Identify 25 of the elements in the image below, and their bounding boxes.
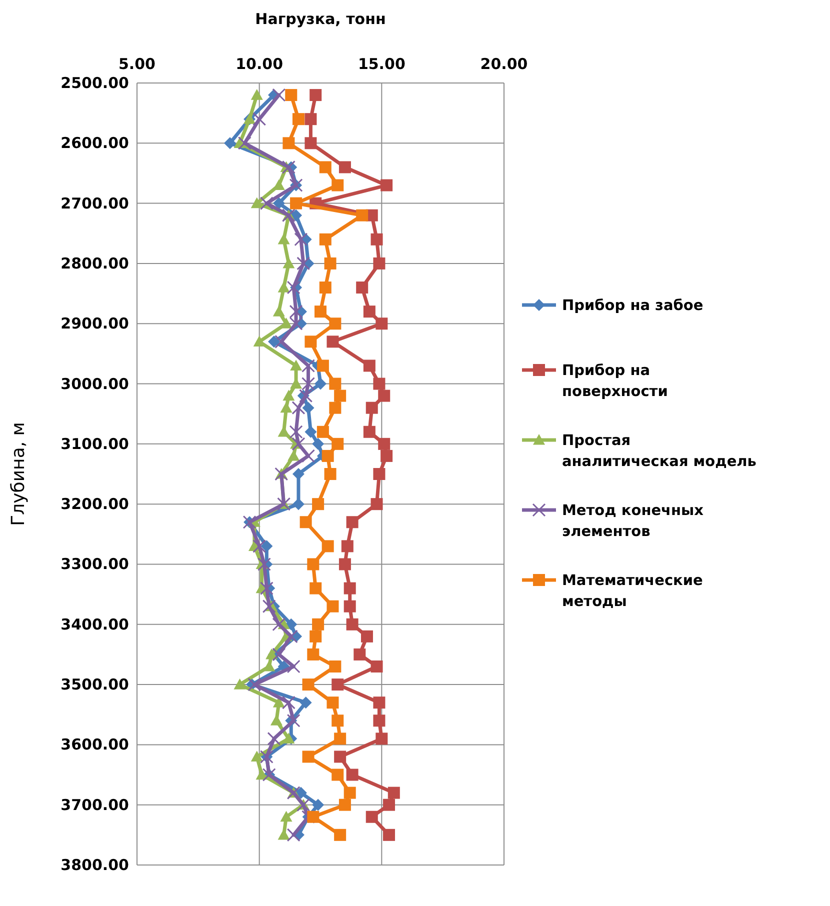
- y-tick-label: 2500.00: [60, 74, 129, 92]
- y-axis-title: Глубина, м: [8, 422, 29, 526]
- y-tick-label: 2700.00: [60, 194, 129, 212]
- legend-label: Прибор на забое: [562, 298, 704, 314]
- y-tick-label: 3100.00: [60, 434, 129, 453]
- y-tick-label: 3000.00: [60, 374, 129, 393]
- x-tick-label: 20.00: [480, 55, 528, 73]
- legend-label: Простая аналитическая модель: [562, 433, 756, 470]
- x-tick-label: 15.00: [358, 55, 406, 73]
- y-tick-label: 3800.00: [60, 856, 129, 874]
- y-tick-label: 3300.00: [60, 555, 129, 574]
- legend-label: Математические методы: [562, 573, 704, 610]
- legend-label: Прибор на поверхности: [562, 363, 668, 400]
- x-axis-title: Нагрузка, тонн: [255, 10, 386, 28]
- y-tick-label: 3700.00: [60, 796, 129, 814]
- x-tick-label: 10.00: [236, 55, 284, 73]
- y-tick-label: 2900.00: [60, 314, 129, 333]
- y-tick-label: 3200.00: [60, 495, 129, 514]
- y-tick-label: 3600.00: [60, 736, 129, 754]
- x-tick-label: 5.00: [118, 55, 156, 73]
- y-tick-label: 3400.00: [60, 615, 129, 634]
- y-tick-label: 2800.00: [60, 254, 129, 272]
- y-tick-label: 3500.00: [60, 676, 129, 694]
- legend-label: Метод конечных элементов: [562, 503, 704, 540]
- y-tick-label: 2600.00: [60, 134, 129, 152]
